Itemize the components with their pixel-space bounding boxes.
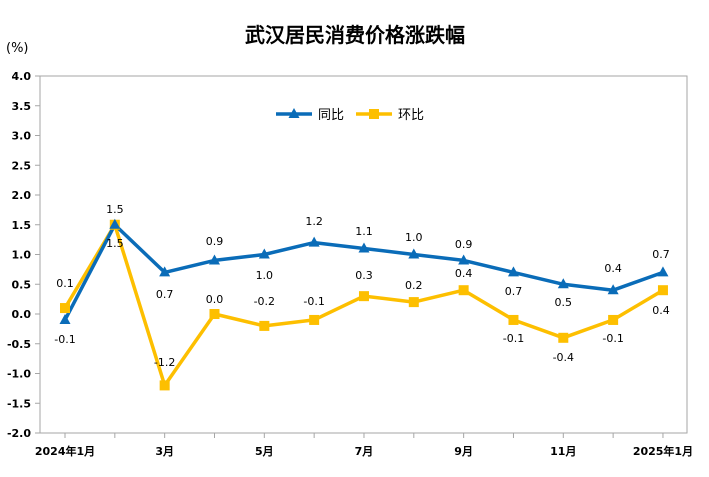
data-label-mom: 0.4 [455,267,473,280]
point-yoy [258,248,270,259]
data-label-yoy: -0.1 [54,333,75,346]
y-tick-label: 1.0 [12,249,32,262]
series-group: -0.1 1.5 0.7 0.9 1.0 1.2 1.1 1.0 0.9 0.7 0.5 0.4 0.7… [54,203,670,391]
y-tick-label: 4.0 [12,70,32,83]
y-tick-label: -2.0 [7,427,31,440]
y-tick-label: 3.5 [12,100,32,113]
legend-triangle-icon [288,108,300,118]
data-label-yoy: 0.5 [555,296,573,309]
y-tick-label: -0.5 [7,338,31,351]
point-yoy [657,266,669,277]
data-label-yoy: 0.4 [604,262,622,275]
point-mom [558,332,569,343]
point-mom [358,291,369,302]
data-label-mom: 0.2 [405,279,423,292]
x-tick-label: 7月 [355,445,374,458]
point-yoy [358,242,370,253]
point-mom [408,297,419,308]
point-yoy [507,266,519,277]
data-label-yoy: 1.2 [305,215,323,228]
data-label-yoy: 0.7 [652,248,670,261]
chart-title: 武汉居民消费价格涨跌幅 [245,23,465,47]
data-label-mom: 0.3 [355,269,373,282]
legend-label-mom: 环比 [398,108,424,123]
legend-label-yoy: 同比 [318,108,344,123]
x-tick-label: 3月 [155,445,174,458]
point-yoy [59,313,71,324]
data-label-yoy: 1.0 [405,231,423,244]
y-axis-unit: (%) [6,41,29,56]
y-tick-label: -1.0 [7,368,31,381]
data-label-mom: -0.4 [553,351,574,364]
point-yoy [408,248,420,259]
data-label-yoy: 0.7 [156,288,174,301]
point-yoy [607,284,619,295]
point-mom [259,320,270,331]
data-label-mom: 1.5 [106,237,124,250]
data-label-yoy: 1.0 [256,269,274,282]
point-yoy [557,278,569,289]
data-label-mom: 0.4 [652,304,670,317]
data-label-yoy: 0.9 [455,238,473,251]
y-tick-label: 1.5 [12,219,32,232]
data-label-mom: -0.2 [254,295,275,308]
plot-area [39,75,688,434]
x-tick-label: 9月 [454,445,473,458]
point-yoy [458,254,470,265]
data-label-yoy: 1.5 [106,203,124,216]
y-tick-label: -1.5 [7,397,31,410]
x-tick-label: 2024年1月 [35,444,95,458]
point-yoy [159,266,171,277]
x-axis: 2024年1月 3月 5月 7月 9月 11月 2025年1月 [35,433,693,458]
x-tick-label: 2025年1月 [633,444,693,458]
data-label-mom: 0.0 [206,293,224,306]
data-label-yoy: 0.9 [206,235,224,248]
y-tick-label: 2.5 [12,159,32,172]
point-yoy [308,236,320,247]
point-mom [608,314,619,325]
legend: 同比 环比 [276,108,424,123]
data-label-yoy: 0.7 [505,285,523,298]
y-tick-label: 3.0 [12,130,32,143]
x-tick-label: 5月 [255,445,274,458]
point-mom [309,314,320,325]
x-tick-label: 11月 [550,445,576,458]
legend-square-icon [369,109,379,119]
point-yoy [208,254,220,265]
point-mom [60,303,70,314]
point-mom [657,285,668,296]
data-label-mom: -0.1 [602,332,623,345]
y-tick-label: 0.0 [12,308,32,321]
data-label-mom: 0.1 [56,277,74,290]
point-mom [508,314,519,325]
data-label-mom: -0.1 [303,295,324,308]
data-label-mom: -1.2 [154,356,175,369]
point-mom [458,285,469,296]
y-axis: -2.0 -1.5 -1.0 -0.5 0.0 0.5 1.0 1.5 2.0 2.5 3.0 3.5… [7,70,40,440]
point-mom [159,380,170,391]
data-label-mom: -0.1 [503,332,524,345]
y-tick-label: 0.5 [12,278,32,291]
data-label-yoy: 1.1 [355,225,373,238]
point-yoy [109,218,121,229]
point-mom [209,309,220,319]
y-tick-label: 2.0 [12,189,32,202]
